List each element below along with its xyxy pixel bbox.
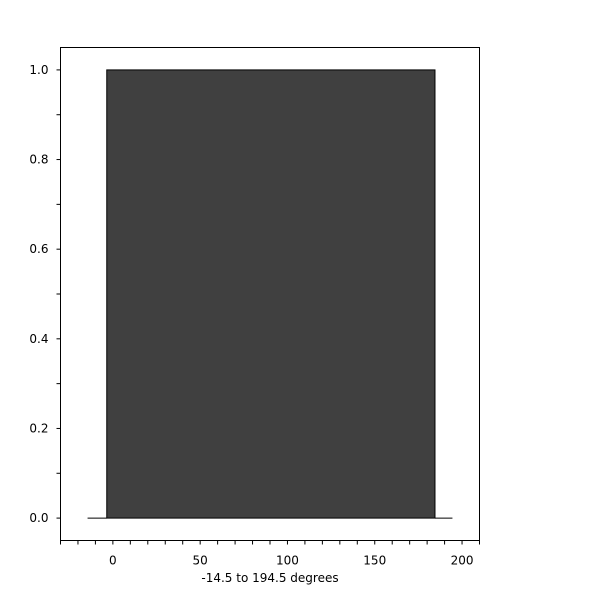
- y-tick-label: 0.0: [29, 511, 48, 525]
- x-tick-label: 100: [276, 554, 299, 568]
- x-tick-label: 50: [193, 554, 208, 568]
- x-tick-label: 0: [109, 554, 117, 568]
- x-axis-label: -14.5 to 194.5 degrees: [201, 571, 338, 585]
- x-tick-label: 200: [451, 554, 474, 568]
- x-tick-label: 150: [363, 554, 386, 568]
- y-tick-label: 0.4: [29, 332, 48, 346]
- y-tick-label: 1.0: [29, 63, 48, 77]
- y-tick-label: 0.2: [29, 421, 48, 435]
- bar: [106, 69, 436, 519]
- y-tick-label: 0.6: [29, 242, 48, 256]
- y-tick-label: 0.8: [29, 153, 48, 167]
